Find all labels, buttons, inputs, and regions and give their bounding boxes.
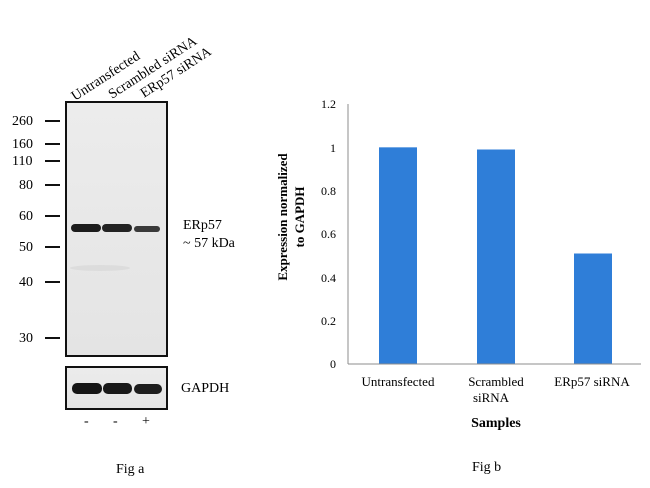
- y-tick-label: 0.6: [321, 227, 336, 241]
- band-lane-1: [71, 224, 101, 232]
- band-lane-2: [102, 224, 132, 232]
- gapdh-bands: [72, 383, 162, 394]
- gapdh-band-lane-3: [134, 384, 162, 394]
- target-size-label: ~ 57 kDa: [183, 236, 236, 251]
- y-axis-title-line1: Expression normalized: [275, 153, 290, 281]
- y-tick-label: 0: [330, 357, 336, 371]
- y-tick-label: 0.8: [321, 184, 336, 198]
- mw-label-40: 40: [19, 275, 33, 290]
- gapdh-band-lane-2: [103, 383, 132, 394]
- treatment-sign-3: +: [142, 414, 150, 429]
- bar-erp57-sirna: [574, 253, 612, 364]
- mw-label-160: 160: [12, 137, 33, 152]
- mw-label-260: 260: [12, 114, 33, 129]
- mw-marker-ladder: 260 160 110 80 60 50 40 30: [12, 114, 60, 346]
- target-label: ERp57: [183, 218, 222, 233]
- mw-label-30: 30: [19, 331, 33, 346]
- loading-control-label: GAPDH: [181, 381, 229, 396]
- x-tick-label-erp57-sirna: ERp57 siRNA: [554, 374, 630, 389]
- bar-chart-panel: Expression normalized to GAPDH 0 0.2 0.4…: [275, 97, 641, 475]
- y-tick-label: 0.4: [321, 271, 336, 285]
- gapdh-band-lane-1: [72, 383, 102, 394]
- bar-scrambled-sirna: [477, 149, 515, 364]
- figure-a-caption: Fig a: [116, 462, 145, 477]
- x-tick-label-untransfected: Untransfected: [362, 374, 435, 389]
- mw-label-60: 60: [19, 209, 33, 224]
- western-blot-panel: Untransfected Scrambled siRNA ERp57 siRN…: [12, 34, 236, 477]
- y-tick-label: 0.2: [321, 314, 336, 328]
- treatment-sign-2: -: [113, 414, 118, 429]
- blot-smear: [70, 265, 130, 271]
- y-axis-title-line2: to GAPDH: [292, 186, 307, 247]
- treatment-sign-1: -: [84, 414, 89, 429]
- x-tick-label-scrambled-line1: Scrambled: [468, 374, 524, 389]
- bar-untransfected: [379, 147, 417, 364]
- y-tick-label: 1: [330, 141, 336, 155]
- mw-label-80: 80: [19, 178, 33, 193]
- erp57-bands: [71, 224, 160, 232]
- y-axis-ticks: 0 0.2 0.4 0.6 0.8 1 1.2: [321, 97, 336, 371]
- figure-b-caption: Fig b: [472, 460, 501, 475]
- band-lane-3: [134, 226, 160, 232]
- mw-label-110: 110: [12, 154, 32, 169]
- mw-label-50: 50: [19, 240, 33, 255]
- x-axis-title: Samples: [471, 416, 521, 431]
- x-tick-label-scrambled-line2: siRNA: [473, 390, 510, 405]
- bars: [379, 147, 612, 364]
- y-tick-label: 1.2: [321, 97, 336, 111]
